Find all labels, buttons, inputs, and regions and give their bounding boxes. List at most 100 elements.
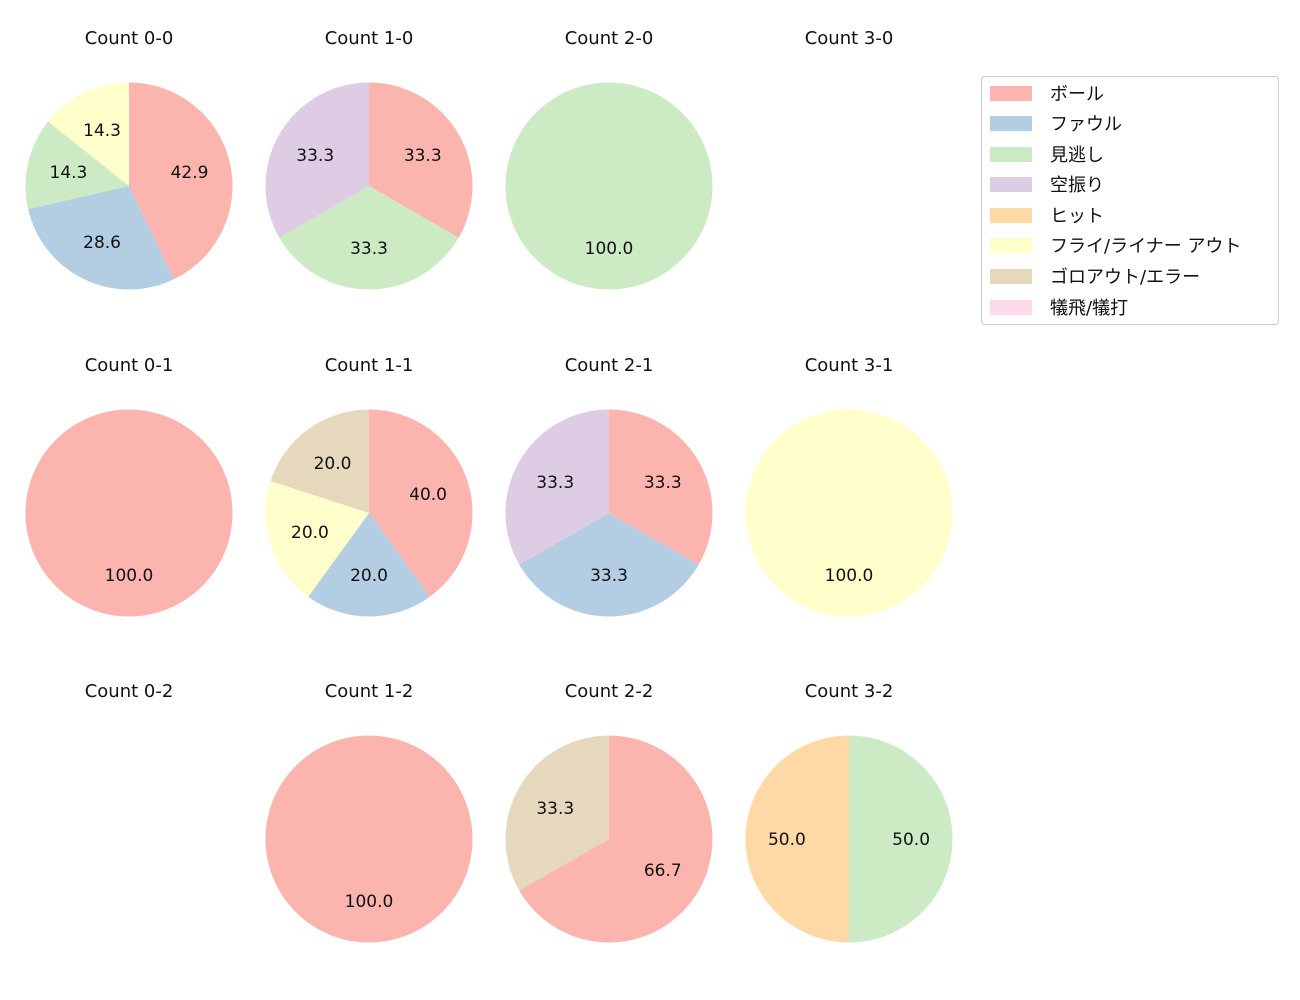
pie-slice-label: 100.0 bbox=[585, 239, 634, 259]
legend-swatch bbox=[990, 237, 1032, 253]
pie-slice bbox=[308, 513, 430, 617]
legend-label: 犠飛/犠打 bbox=[1050, 298, 1129, 319]
pie-slice bbox=[270, 409, 369, 513]
legend-item-foul: ファウル bbox=[990, 111, 1122, 135]
legend-item-grounder-error: ゴロアウト/エラー bbox=[990, 264, 1200, 288]
pie-panel: Count 3-1 100.0 bbox=[729, 337, 969, 663]
legend-item-sacrifice: 犠飛/犠打 bbox=[990, 295, 1128, 319]
legend-label: ボール bbox=[1050, 84, 1104, 105]
pie-chart: 40.0 20.0 20.0 20.0 bbox=[265, 409, 473, 617]
pie-slice-label: 100.0 bbox=[345, 892, 394, 912]
pie-slice-label: 33.3 bbox=[536, 799, 574, 819]
pie-slice-label: 14.3 bbox=[50, 163, 88, 183]
pie-chart: 100.0 bbox=[25, 409, 233, 617]
pie-slice-label: 40.0 bbox=[409, 485, 447, 505]
legend-item-called-strike: 見逃し bbox=[990, 142, 1104, 166]
pie-chart: 42.9 28.6 14.3 14.3 bbox=[25, 82, 233, 290]
legend-item-fly-liner-out: フライ/ライナー アウト bbox=[990, 233, 1241, 257]
pie-slice-label: 50.0 bbox=[768, 830, 806, 850]
pie-chart bbox=[729, 10, 969, 336]
pie-slice-label: 33.3 bbox=[590, 566, 628, 586]
pie-chart: 66.7 33.3 bbox=[505, 735, 713, 943]
pie-chart: 33.3 33.3 33.3 bbox=[505, 409, 713, 617]
pie-slice-label: 66.7 bbox=[644, 861, 682, 881]
pie-panel: Count 2-2 66.7 33.3 bbox=[489, 663, 729, 989]
pie-slice bbox=[505, 735, 609, 891]
pie-title: Count 0-1 bbox=[84, 355, 174, 376]
pie-title: Count 3-2 bbox=[804, 681, 894, 702]
pie-panel: Count 0-0 42.9 28.6 14.3 14.3 bbox=[9, 10, 249, 336]
pie-panel: Count 1-2 100.0 bbox=[249, 663, 489, 989]
pie-panel: Count 0-1 100.0 bbox=[9, 337, 249, 663]
pie-slice-label: 20.0 bbox=[291, 523, 329, 543]
pie-panel: Count 2-0 100.0 bbox=[489, 10, 729, 336]
legend-item-hit: ヒット bbox=[990, 203, 1104, 227]
pie-slice bbox=[505, 409, 609, 565]
pie-slice bbox=[745, 409, 953, 617]
pie-panel: Count 2-1 33.3 33.3 33.3 bbox=[489, 337, 729, 663]
legend-label: ゴロアウト/エラー bbox=[1050, 267, 1201, 288]
pie-slice-label: 100.0 bbox=[105, 566, 154, 586]
pie-title: Count 2-0 bbox=[564, 28, 654, 49]
pie-title: Count 0-0 bbox=[84, 28, 174, 49]
legend-swatch bbox=[990, 299, 1032, 315]
pie-slice-label: 20.0 bbox=[350, 566, 388, 586]
pie-slice-label: 14.3 bbox=[83, 121, 121, 141]
pie-slice bbox=[25, 121, 130, 210]
legend-item-swinging-strike: 空振り bbox=[990, 172, 1104, 196]
pie-panel: Count 3-0 bbox=[729, 10, 969, 336]
pie-title: Count 2-1 bbox=[564, 355, 654, 376]
pie-slice bbox=[265, 481, 369, 597]
pie-title: Count 1-1 bbox=[324, 355, 414, 376]
pie-chart: 100.0 bbox=[505, 82, 713, 290]
legend-swatch bbox=[990, 268, 1032, 284]
pie-chart: 33.3 33.3 33.3 bbox=[265, 82, 473, 290]
legend-label: フライ/ライナー アウト bbox=[1050, 236, 1242, 257]
pie-panel: Count 3-2 50.0 50.0 bbox=[729, 663, 969, 989]
pie-slice-label: 33.3 bbox=[644, 473, 682, 493]
pie-chart bbox=[9, 663, 249, 989]
pie-slice-label: 33.3 bbox=[536, 473, 574, 493]
pie-slice bbox=[519, 735, 713, 943]
pie-slice-label: 33.3 bbox=[404, 146, 442, 166]
pie-slice bbox=[369, 409, 473, 597]
pie-panel: Count 0-2 bbox=[9, 663, 249, 989]
legend-label: ファウル bbox=[1050, 114, 1122, 135]
legend-swatch bbox=[990, 115, 1032, 131]
legend-swatch bbox=[990, 146, 1032, 162]
pie-slice bbox=[265, 82, 369, 238]
pie-title: Count 3-1 bbox=[804, 355, 894, 376]
pie-slice bbox=[48, 82, 129, 186]
pie-title: Count 1-0 bbox=[324, 28, 414, 49]
pie-slice bbox=[129, 82, 233, 280]
pie-slice-label: 28.6 bbox=[83, 233, 121, 253]
pie-slice bbox=[609, 409, 713, 565]
pie-title: Count 0-2 bbox=[84, 681, 174, 702]
pie-slice bbox=[369, 82, 473, 238]
pie-slice-label: 33.3 bbox=[296, 146, 334, 166]
pie-slice bbox=[849, 735, 953, 943]
legend-label: 空振り bbox=[1050, 175, 1104, 196]
pie-title: Count 1-2 bbox=[324, 681, 414, 702]
pie-slice-label: 33.3 bbox=[350, 239, 388, 259]
pie-slice bbox=[519, 513, 699, 617]
pie-slice bbox=[745, 735, 849, 943]
pie-title: Count 2-2 bbox=[564, 681, 654, 702]
legend: ボール ファウル 見逃し 空振り ヒット フライ/ライナー アウト ゴロアウト/… bbox=[981, 76, 1279, 325]
pie-chart: 100.0 bbox=[745, 409, 953, 617]
pie-panel: Count 1-1 40.0 20.0 20.0 20.0 bbox=[249, 337, 489, 663]
pie-chart: 100.0 bbox=[265, 735, 473, 943]
pie-slice-label: 100.0 bbox=[825, 566, 874, 586]
pie-panel: Count 1-0 33.3 33.3 33.3 bbox=[249, 10, 489, 336]
legend-swatch bbox=[990, 176, 1032, 192]
legend-label: 見逃し bbox=[1050, 145, 1104, 166]
pie-slice bbox=[25, 409, 233, 617]
pie-slice bbox=[505, 82, 713, 290]
pie-slice bbox=[265, 735, 473, 943]
legend-label: ヒット bbox=[1050, 206, 1104, 227]
legend-swatch bbox=[990, 85, 1032, 101]
pie-slice-label: 20.0 bbox=[314, 454, 352, 474]
pie-slice-label: 50.0 bbox=[892, 830, 930, 850]
legend-swatch bbox=[990, 207, 1032, 223]
pie-chart: 50.0 50.0 bbox=[745, 735, 953, 943]
